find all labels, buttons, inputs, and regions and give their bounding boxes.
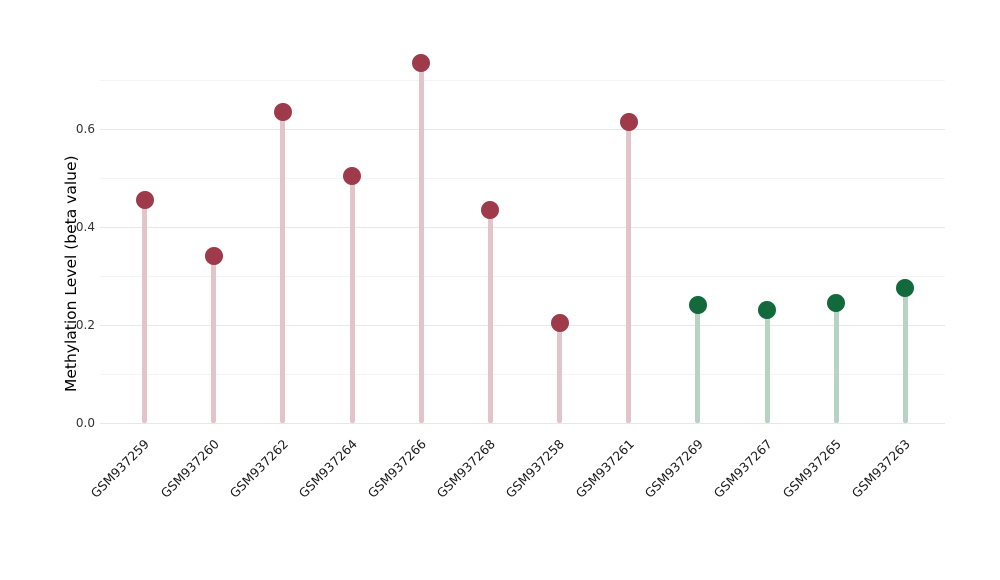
- x-tick-label: GSM937259: [88, 436, 153, 501]
- lollipop-dot: [758, 301, 777, 320]
- x-tick-label: GSM937267: [710, 436, 775, 501]
- x-tick-label: GSM937268: [433, 436, 499, 501]
- lollipop-stem: [695, 305, 701, 423]
- x-tick-label: GSM937264: [295, 436, 360, 501]
- y-tick-label: 0.6: [75, 122, 95, 136]
- y-axis-title: Methylation Level (beta value): [62, 155, 80, 392]
- x-tick-label: GSM937260: [157, 436, 222, 501]
- lollipop-stem: [211, 256, 217, 423]
- lollipop-stem: [418, 62, 424, 423]
- y-tick-label: 0.2: [75, 318, 95, 332]
- x-tick-label: GSM937269: [641, 436, 706, 501]
- y-tick-label: 0.0: [75, 416, 95, 430]
- lollipop-stem: [833, 302, 839, 423]
- lollipop-stem: [280, 111, 286, 423]
- x-tick-label: GSM937265: [779, 436, 845, 501]
- x-tick-label: GSM937266: [364, 436, 430, 501]
- x-tick-label: GSM937261: [572, 436, 637, 501]
- x-tick-label: GSM937262: [226, 436, 291, 501]
- major-gridline: [100, 227, 945, 228]
- lollipop-stem: [142, 200, 148, 423]
- minor-gridline: [100, 374, 945, 375]
- lollipop-stem: [902, 288, 908, 423]
- lollipop-dot: [412, 53, 431, 72]
- minor-gridline: [100, 80, 945, 81]
- lollipop-stem: [487, 209, 493, 423]
- major-gridline: [100, 325, 945, 326]
- lollipop-dot: [204, 247, 223, 266]
- lollipop-dot: [135, 191, 154, 210]
- lollipop-dot: [273, 102, 292, 121]
- lollipop-dot: [688, 296, 707, 315]
- lollipop-dot: [827, 293, 846, 312]
- lollipop-stem: [557, 322, 563, 423]
- lollipop-dot: [896, 279, 915, 298]
- y-tick-label: 0.4: [75, 220, 95, 234]
- major-gridline: [100, 129, 945, 130]
- major-gridline: [100, 423, 945, 424]
- lollipop-stem: [349, 175, 355, 423]
- lollipop-stem: [764, 310, 770, 423]
- lollipop-stem: [626, 121, 632, 423]
- lollipop-dot: [481, 200, 500, 219]
- minor-gridline: [100, 178, 945, 179]
- lollipop-dot: [550, 313, 569, 332]
- lollipop-dot: [343, 166, 362, 185]
- minor-gridline: [100, 276, 945, 277]
- x-tick-label: GSM937263: [848, 436, 914, 501]
- x-tick-label: GSM937258: [503, 436, 568, 501]
- lollipop-dot: [619, 112, 638, 131]
